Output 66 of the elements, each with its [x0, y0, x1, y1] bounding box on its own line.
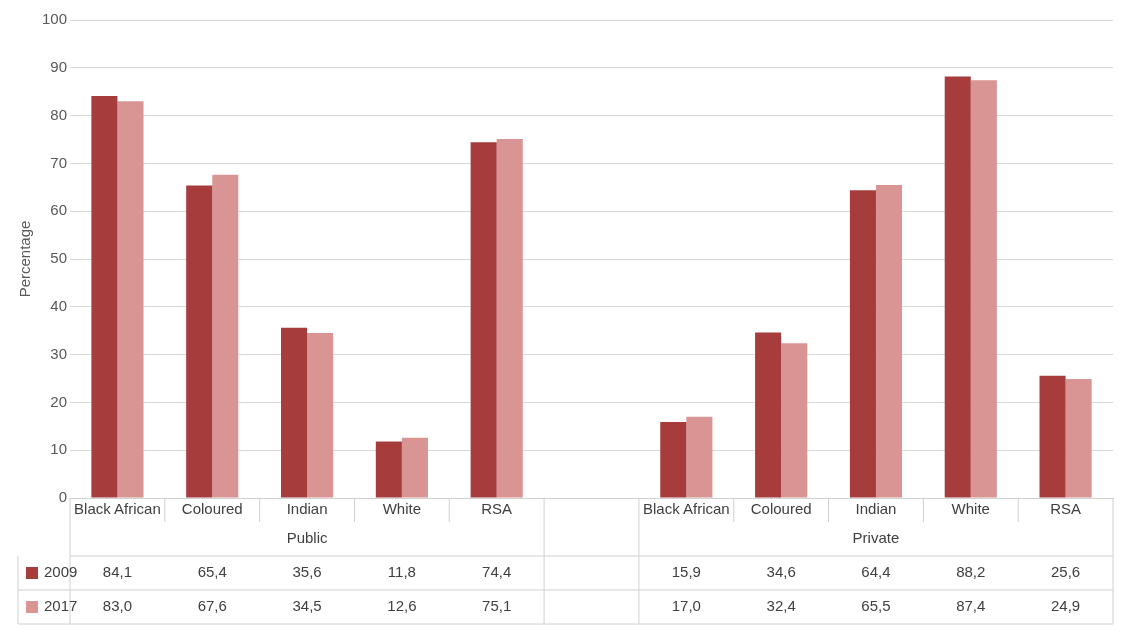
- legend-label: 2009: [44, 563, 78, 581]
- data-label: 11,8: [387, 563, 416, 581]
- data-label: 75,1: [482, 597, 512, 615]
- y-tick-label: 100: [42, 10, 68, 28]
- x-tick-label: White: [951, 500, 990, 518]
- y-tick-label: 20: [50, 392, 68, 410]
- text: Public: [286, 529, 328, 547]
- bar: [686, 416, 713, 498]
- y-tick-label: 30: [50, 344, 68, 362]
- y-tick-label: 70: [50, 153, 68, 171]
- bar: [186, 185, 213, 498]
- bar: [755, 332, 782, 498]
- bar: [875, 184, 903, 498]
- x-tick-label: Indian: [286, 500, 328, 518]
- data-label: 25,6: [1050, 563, 1081, 581]
- bar: [944, 76, 971, 498]
- bar: [117, 101, 144, 498]
- y-tick-label: 40: [50, 296, 68, 314]
- bar: [496, 139, 523, 498]
- y-tick-label: 90: [50, 57, 68, 75]
- bar: [375, 441, 402, 498]
- x-tick-label: Indian: [855, 500, 897, 518]
- bar: [660, 422, 687, 498]
- data-label: 34,6: [766, 563, 796, 581]
- y-axis-title: Percentage: [16, 220, 34, 298]
- x-tick-label: Coloured: [750, 500, 812, 518]
- y-tick-label: 0: [58, 488, 68, 506]
- data-label: 35,6: [292, 563, 322, 581]
- data-label: 32,4: [766, 597, 796, 615]
- bar: [307, 333, 334, 498]
- y-tick-label: 50: [50, 249, 68, 267]
- x-tick-label: White: [382, 500, 422, 518]
- bar: [1065, 378, 1092, 498]
- y-tick-label: 80: [50, 105, 68, 123]
- data-label: 34,5: [292, 597, 322, 615]
- data-label: 74,4: [482, 563, 512, 581]
- bar: [1039, 375, 1066, 498]
- data-label: 64,4: [861, 563, 891, 581]
- data-label: 15,9: [671, 563, 701, 581]
- data-label: 65,5: [861, 597, 891, 615]
- bar: [470, 142, 497, 498]
- bar: [781, 343, 808, 498]
- text: Private: [852, 529, 900, 547]
- bar: [91, 96, 118, 498]
- data-label: 17,0: [671, 597, 701, 615]
- data-label: 87,4: [956, 597, 986, 615]
- data-label: 24,9: [1050, 597, 1081, 615]
- data-label: 84,1: [102, 563, 133, 581]
- y-tick-label: 60: [50, 201, 68, 219]
- x-tick-label: RSA: [1050, 500, 1082, 518]
- x-tick-label: Coloured: [181, 500, 243, 518]
- y-tick-label: 10: [50, 440, 68, 458]
- x-tick-label: Black African: [642, 500, 730, 518]
- data-label: 67,6: [197, 597, 227, 615]
- data-label: 65,4: [197, 563, 227, 581]
- bar: [401, 437, 428, 498]
- bar: [280, 327, 308, 498]
- x-tick-label: Black African: [74, 500, 161, 518]
- bar: [212, 174, 239, 498]
- data-label: 88,2: [956, 563, 986, 581]
- legend-label: 2017: [44, 597, 78, 615]
- bar: [849, 190, 876, 498]
- x-tick-label: RSA: [481, 500, 513, 518]
- data-label: 12,6: [387, 597, 417, 615]
- data-label: 83,0: [102, 597, 133, 615]
- bar: [970, 80, 997, 498]
